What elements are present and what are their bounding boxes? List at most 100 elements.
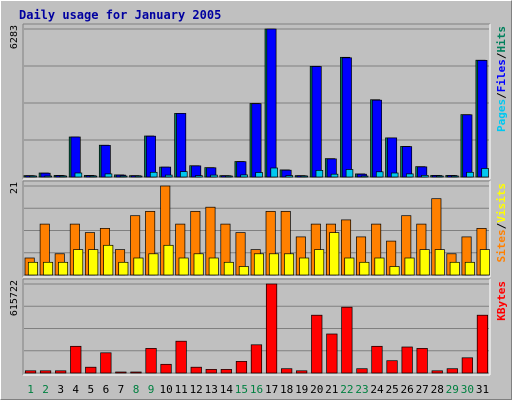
x-tick-label: 8 [133, 383, 140, 396]
x-tick-label: 4 [72, 383, 79, 396]
middle-bar-visits [133, 257, 144, 276]
x-tick-label: 23 [355, 383, 368, 396]
legend-entry: Sites [495, 229, 508, 262]
x-tick-label: 27 [416, 383, 429, 396]
top-bar-files [145, 135, 156, 178]
legend-entry: KBytes [495, 281, 508, 321]
x-tick-label: 3 [57, 383, 64, 396]
bottom-legend: KBytes [495, 281, 508, 321]
x-tick-label: 29 [446, 383, 459, 396]
top-bar-pages [74, 172, 83, 178]
middle-bar-visits [449, 261, 460, 276]
middle-bar-visits [404, 257, 415, 276]
middle-bar-visits [178, 257, 189, 276]
top-bar-pages [89, 175, 98, 178]
legend-entry: / [495, 52, 508, 59]
bottom-bar-kbytes [326, 333, 338, 374]
top-ymax-label: 6283 [9, 25, 20, 49]
middle-bar-visits [479, 249, 490, 276]
middle-bar-visits [253, 253, 264, 276]
x-tick-label: 22 [340, 383, 353, 396]
top-bar-files [176, 113, 187, 178]
legend-entry: Visits [495, 183, 508, 223]
bottom-bar-kbytes [130, 371, 142, 374]
x-tick-label: 13 [205, 383, 218, 396]
bottom-ymax-label: 615722 [9, 280, 20, 316]
top-bar-pages [270, 167, 278, 178]
middle-bar-visits [314, 249, 325, 276]
top-bar-pages [59, 175, 68, 178]
x-tick-label: 14 [220, 383, 234, 396]
top-bar-pages [180, 171, 188, 178]
x-tick-label: 17 [265, 383, 278, 396]
middle-bar-visits [344, 257, 355, 276]
x-tick-label: 6 [103, 383, 110, 396]
x-tick-label: 24 [370, 383, 384, 396]
bottom-bar-kbytes [311, 314, 323, 374]
top-bar-pages [390, 172, 399, 178]
top-panel: 6283 [9, 23, 491, 180]
x-tick-label: 25 [385, 383, 398, 396]
top-legend: Pages/Files/Hits [495, 26, 508, 132]
middle-ymax-label: 21 [9, 182, 20, 194]
x-tick-label: 26 [400, 383, 413, 396]
middle-bar-visits [434, 249, 445, 276]
legend-entry: Hits [495, 26, 508, 53]
top-bar-files [402, 146, 413, 178]
middle-bar-visits [58, 261, 69, 276]
top-bar-files [251, 103, 262, 178]
x-tick-label: 10 [159, 383, 172, 396]
middle-bar-visits [329, 232, 340, 276]
bottom-bar-kbytes [461, 357, 473, 374]
bottom-bar-kbytes [341, 306, 353, 374]
bottom-bar-kbytes [100, 352, 112, 374]
middle-bar-visits [464, 261, 475, 276]
chart-title: Daily usage for January 2005 [19, 8, 221, 22]
legend-entry: / [495, 92, 508, 99]
top-bar-pages [104, 173, 113, 178]
bottom-bar-kbytes [386, 360, 398, 374]
x-tick-label: 7 [118, 383, 125, 396]
bottom-bar-kbytes [235, 361, 248, 374]
top-bar-pages [285, 175, 294, 178]
bottom-bar-kbytes [175, 340, 187, 374]
top-bar-pages [119, 175, 128, 178]
bottom-bar-kbytes [190, 366, 202, 374]
bottom-bar-kbytes [24, 370, 37, 374]
top-bar-files [371, 99, 382, 178]
top-bar-pages [345, 169, 354, 178]
bottom-bar-kbytes [145, 348, 157, 374]
x-tick-label: 19 [295, 383, 308, 396]
top-bar-pages [29, 175, 37, 178]
top-bar-pages [330, 173, 339, 178]
bottom-bar-kbytes [401, 346, 413, 374]
middle-bar-visits [223, 261, 234, 276]
bottom-bar-kbytes [220, 369, 232, 374]
x-tick-label: 1 [27, 383, 34, 396]
top-bar-files [311, 66, 322, 178]
bottom-bar-kbytes [296, 370, 308, 374]
bottom-bar-kbytes [446, 368, 458, 374]
top-bar-pages [300, 175, 309, 178]
bottom-bar-kbytes [416, 348, 428, 374]
middle-bar-visits [88, 249, 99, 276]
top-bar-pages [315, 170, 324, 178]
top-bar-pages [421, 175, 429, 178]
top-bar-files [100, 145, 111, 178]
x-tick-label: 15 [235, 383, 248, 396]
x-tick-label: 12 [190, 383, 203, 396]
top-bar-files [462, 114, 473, 178]
bottom-bar-kbytes [70, 345, 82, 374]
top-bar-pages [210, 174, 218, 178]
middle-legend: Sites/Visits [495, 183, 508, 263]
legend-entry: / [495, 222, 508, 229]
top-bar-pages [375, 171, 384, 178]
x-tick-label: 18 [280, 383, 293, 396]
top-bar-files [341, 57, 352, 178]
x-tick-label: 16 [250, 383, 263, 396]
middle-bar-visits [374, 257, 385, 276]
top-bar-pages [360, 175, 369, 178]
top-bar-pages [255, 172, 263, 178]
middle-bar-visits [193, 253, 204, 276]
top-bar-files [477, 60, 488, 178]
